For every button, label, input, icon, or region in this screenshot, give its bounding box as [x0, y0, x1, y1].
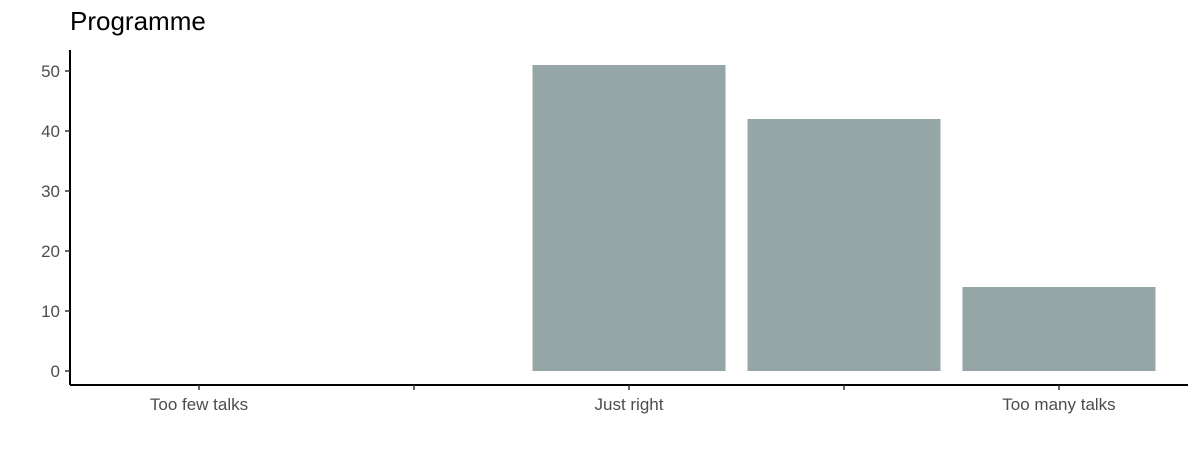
- x-axis: Too few talks Just right Too many talks: [70, 384, 1188, 414]
- y-tick-label: 50: [41, 62, 60, 81]
- chart-title: Programme: [70, 6, 206, 36]
- x-tick-label: Just right: [595, 395, 664, 414]
- bar-2: [532, 65, 726, 371]
- y-tick-label: 0: [51, 362, 60, 381]
- y-tick-label: 30: [41, 182, 60, 201]
- x-tick-label: Too few talks: [150, 395, 248, 414]
- bar-3: [747, 119, 941, 371]
- bars-group: [532, 65, 1156, 371]
- y-tick-label: 20: [41, 242, 60, 261]
- y-tick-label: 10: [41, 302, 60, 321]
- bar-4: [962, 287, 1156, 371]
- y-tick-label: 40: [41, 122, 60, 141]
- x-tick-label: Too many talks: [1002, 395, 1115, 414]
- y-axis: 0 10 20 30 40 50: [41, 50, 71, 385]
